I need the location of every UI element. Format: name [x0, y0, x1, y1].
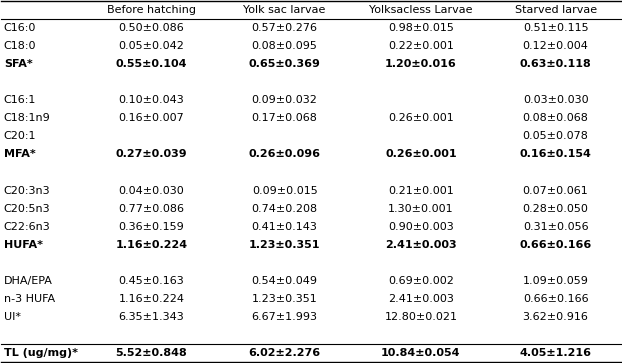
Text: 0.55±0.104: 0.55±0.104: [116, 60, 187, 69]
Text: Yolksacless Larvae: Yolksacless Larvae: [369, 5, 473, 15]
Text: 0.16±0.154: 0.16±0.154: [519, 150, 592, 159]
Text: 0.05±0.042: 0.05±0.042: [119, 41, 185, 52]
Text: Starved larvae: Starved larvae: [514, 5, 596, 15]
Text: 0.17±0.068: 0.17±0.068: [252, 114, 318, 123]
Text: SFA*: SFA*: [4, 60, 32, 69]
Text: 0.50±0.086: 0.50±0.086: [119, 23, 185, 33]
Text: C18:1n9: C18:1n9: [4, 114, 50, 123]
Text: 0.27±0.039: 0.27±0.039: [116, 150, 187, 159]
Text: 0.26±0.001: 0.26±0.001: [385, 150, 457, 159]
Text: C16:0: C16:0: [4, 23, 36, 33]
Text: C22:6n3: C22:6n3: [4, 221, 50, 232]
Text: 0.22±0.001: 0.22±0.001: [388, 41, 454, 52]
Text: 1.20±0.016: 1.20±0.016: [385, 60, 457, 69]
Text: 1.30±0.001: 1.30±0.001: [388, 204, 453, 213]
Text: n-3 HUFA: n-3 HUFA: [4, 294, 55, 303]
Text: UI*: UI*: [4, 311, 21, 322]
Text: 0.04±0.030: 0.04±0.030: [119, 185, 185, 196]
Text: 0.03±0.030: 0.03±0.030: [522, 95, 588, 105]
Text: 0.09±0.032: 0.09±0.032: [252, 95, 318, 105]
Text: 0.05±0.078: 0.05±0.078: [522, 131, 588, 142]
Text: C20:1: C20:1: [4, 131, 36, 142]
Text: 0.90±0.003: 0.90±0.003: [388, 221, 454, 232]
Text: 0.74±0.208: 0.74±0.208: [252, 204, 318, 213]
Text: 1.09±0.059: 1.09±0.059: [522, 276, 588, 286]
Text: 12.80±0.021: 12.80±0.021: [384, 311, 457, 322]
Text: 4.05±1.216: 4.05±1.216: [519, 348, 592, 358]
Text: 0.10±0.043: 0.10±0.043: [119, 95, 185, 105]
Text: 0.69±0.002: 0.69±0.002: [388, 276, 454, 286]
Text: HUFA*: HUFA*: [4, 240, 43, 249]
Text: 2.41±0.003: 2.41±0.003: [385, 240, 457, 249]
Text: 0.08±0.095: 0.08±0.095: [252, 41, 318, 52]
Text: 0.54±0.049: 0.54±0.049: [252, 276, 318, 286]
Text: 6.35±1.343: 6.35±1.343: [119, 311, 185, 322]
Text: DHA/EPA: DHA/EPA: [4, 276, 53, 286]
Text: 6.67±1.993: 6.67±1.993: [252, 311, 318, 322]
Text: 0.65±0.369: 0.65±0.369: [249, 60, 320, 69]
Text: 1.16±0.224: 1.16±0.224: [116, 240, 188, 249]
Text: C20:5n3: C20:5n3: [4, 204, 50, 213]
Text: C20:3n3: C20:3n3: [4, 185, 50, 196]
Text: 0.26±0.096: 0.26±0.096: [249, 150, 321, 159]
Text: 0.26±0.001: 0.26±0.001: [388, 114, 454, 123]
Text: C16:1: C16:1: [4, 95, 36, 105]
Text: 0.63±0.118: 0.63±0.118: [520, 60, 592, 69]
Text: 5.52±0.848: 5.52±0.848: [116, 348, 187, 358]
Text: 3.62±0.916: 3.62±0.916: [522, 311, 588, 322]
Text: 1.16±0.224: 1.16±0.224: [119, 294, 185, 303]
Text: Before hatching: Before hatching: [107, 5, 196, 15]
Text: 0.45±0.163: 0.45±0.163: [119, 276, 185, 286]
Text: 0.21±0.001: 0.21±0.001: [388, 185, 454, 196]
Text: 0.66±0.166: 0.66±0.166: [519, 240, 592, 249]
Text: 0.98±0.015: 0.98±0.015: [388, 23, 454, 33]
Text: 0.51±0.115: 0.51±0.115: [522, 23, 588, 33]
Text: 10.84±0.054: 10.84±0.054: [381, 348, 461, 358]
Text: 0.31±0.056: 0.31±0.056: [522, 221, 588, 232]
Text: 0.66±0.166: 0.66±0.166: [522, 294, 588, 303]
Text: TL (ug/mg)*: TL (ug/mg)*: [4, 348, 78, 358]
Text: 0.07±0.061: 0.07±0.061: [522, 185, 588, 196]
Text: 0.09±0.015: 0.09±0.015: [252, 185, 318, 196]
Text: 0.08±0.068: 0.08±0.068: [522, 114, 588, 123]
Text: 6.02±2.276: 6.02±2.276: [249, 348, 321, 358]
Text: 0.77±0.086: 0.77±0.086: [119, 204, 185, 213]
Text: 1.23±0.351: 1.23±0.351: [252, 294, 318, 303]
Text: 0.12±0.004: 0.12±0.004: [522, 41, 588, 52]
Text: 0.16±0.007: 0.16±0.007: [119, 114, 185, 123]
Text: Yolk sac larvae: Yolk sac larvae: [243, 5, 326, 15]
Text: MFA*: MFA*: [4, 150, 35, 159]
Text: 2.41±0.003: 2.41±0.003: [388, 294, 454, 303]
Text: 0.36±0.159: 0.36±0.159: [119, 221, 185, 232]
Text: 0.41±0.143: 0.41±0.143: [252, 221, 318, 232]
Text: 0.28±0.050: 0.28±0.050: [522, 204, 588, 213]
Text: 1.23±0.351: 1.23±0.351: [249, 240, 320, 249]
Text: C18:0: C18:0: [4, 41, 36, 52]
Text: 0.57±0.276: 0.57±0.276: [252, 23, 318, 33]
